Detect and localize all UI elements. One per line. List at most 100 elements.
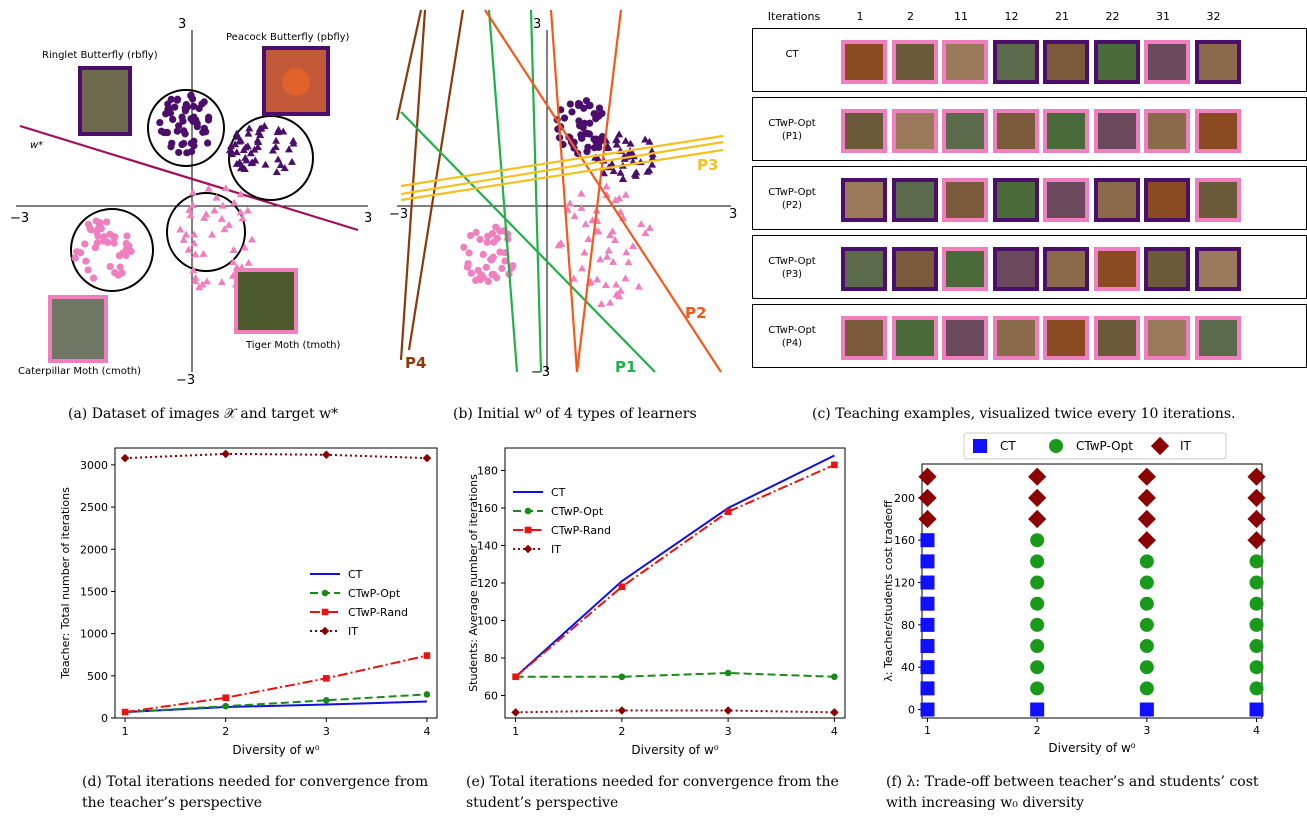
b-data-points <box>460 97 657 307</box>
cmoth-image <box>48 295 108 363</box>
rbfly-point <box>180 139 188 148</box>
teaching-example-image <box>1093 178 1140 222</box>
pbfly-point <box>235 158 244 166</box>
pbfly-point <box>226 142 235 150</box>
data-point <box>724 508 732 516</box>
y-tick-label: 0 <box>908 704 915 717</box>
pbfly-point <box>612 136 621 144</box>
pbfly-point <box>243 142 252 150</box>
tmoth-label: Tiger Moth (tmoth) <box>245 340 340 351</box>
tmoth-point <box>199 249 208 257</box>
b-ymin-label: −3 <box>531 365 550 380</box>
tmoth-point <box>236 208 245 216</box>
tmoth-point <box>240 243 249 251</box>
rbfly-point <box>590 110 598 118</box>
a-ymin-label: −3 <box>176 373 195 388</box>
y-tick-label: 80 <box>901 619 915 632</box>
legend-marker <box>320 626 330 636</box>
cmoth-point <box>467 269 475 277</box>
legend-label: CTwP-Rand <box>348 606 408 619</box>
data-point <box>1030 702 1045 717</box>
x-tick-label: 1 <box>924 724 931 737</box>
caption-e: (e) Total iterations needed for converge… <box>466 774 839 811</box>
rbfly-point <box>193 123 201 131</box>
rbfly-point <box>574 99 583 108</box>
cmoth-point <box>97 224 105 233</box>
p2-lines <box>484 9 722 373</box>
x-axis-label: Diversity of w⁰ <box>232 743 319 757</box>
tmoth-point <box>615 194 624 202</box>
pbfly-point <box>626 139 635 147</box>
tmoth-point <box>569 274 578 282</box>
a-xmax-label: 3 <box>364 211 372 226</box>
pbfly-point <box>284 145 293 153</box>
tmoth-point <box>229 258 238 266</box>
cmoth-point <box>472 276 480 285</box>
data-point <box>920 554 935 569</box>
series-line <box>514 454 835 678</box>
data-point <box>920 639 935 654</box>
teaching-example-image <box>1043 40 1089 84</box>
tmoth-point <box>634 282 643 290</box>
tmoth-point <box>191 277 200 285</box>
teaching-example-image <box>942 178 988 222</box>
panel-c-teaching-examples: Iterations 1 2 11 12 21 22 31 32 CT CTwP-Opt (P1)… <box>750 0 1307 395</box>
data-point <box>423 691 431 698</box>
teaching-example-image <box>1144 316 1190 360</box>
y-tick-label: 2000 <box>80 543 108 556</box>
legend-label: IT <box>1180 439 1192 453</box>
chart-e: 1 2 3 4 60 80 100 120 140 160 180 Diversity of w⁰ St… <box>467 447 846 757</box>
data-point <box>323 696 330 704</box>
data-point <box>1028 467 1047 486</box>
cmoth-point <box>87 226 95 234</box>
rbfly-point <box>160 128 168 137</box>
tmoth-point <box>580 248 589 256</box>
data-point <box>1139 681 1154 696</box>
data-point <box>1249 681 1264 696</box>
y-tick-label: 100 <box>477 615 498 628</box>
data-point <box>1030 617 1045 632</box>
pbfly-point <box>245 124 254 132</box>
cmoth-point <box>111 269 119 277</box>
cmoth-point <box>472 228 480 237</box>
legend-label: CT <box>1000 439 1016 453</box>
pbfly-point <box>648 160 657 168</box>
teaching-example-image <box>1043 316 1089 360</box>
cmoth-point <box>106 262 114 271</box>
pbfly-point <box>607 159 616 167</box>
pbfly-point <box>274 155 283 163</box>
y-tick-label: 80 <box>484 652 498 665</box>
pbfly-point <box>244 129 253 137</box>
data-point <box>920 575 935 590</box>
cmoth-point <box>102 218 111 226</box>
a-ymax-label: 3 <box>178 17 186 32</box>
tmoth-point <box>212 193 221 201</box>
rbfly-point <box>595 104 604 112</box>
cluster-cmoth <box>70 208 154 292</box>
x-tick-label: 3 <box>323 725 330 738</box>
cmoth-point <box>91 244 99 252</box>
teaching-example-image <box>1194 247 1241 291</box>
iteration-header: 21 <box>1055 10 1069 23</box>
pbfly-point <box>645 137 654 145</box>
legend-label: CT <box>348 568 363 581</box>
legend-marker <box>524 507 532 515</box>
tmoth-point <box>230 198 239 206</box>
rbfly-point <box>203 139 212 147</box>
teaching-example-image <box>1043 247 1089 291</box>
p1-lines <box>400 9 656 373</box>
teaching-example-image <box>891 178 938 222</box>
data-point <box>1030 533 1045 548</box>
data-point <box>1139 575 1154 590</box>
y-tick-label: 3000 <box>80 459 108 472</box>
legend-marker <box>973 439 987 453</box>
iteration-header: 31 <box>1156 10 1170 23</box>
tmoth-point <box>621 190 630 198</box>
pbfly-point <box>272 136 281 144</box>
data-point <box>1030 660 1045 675</box>
teaching-example-image <box>841 247 887 291</box>
iteration-header: 11 <box>954 10 968 23</box>
x-axis-label: Diversity of w⁰ <box>631 743 718 757</box>
rbfly-point <box>199 128 207 136</box>
tmoth-point <box>188 201 197 209</box>
